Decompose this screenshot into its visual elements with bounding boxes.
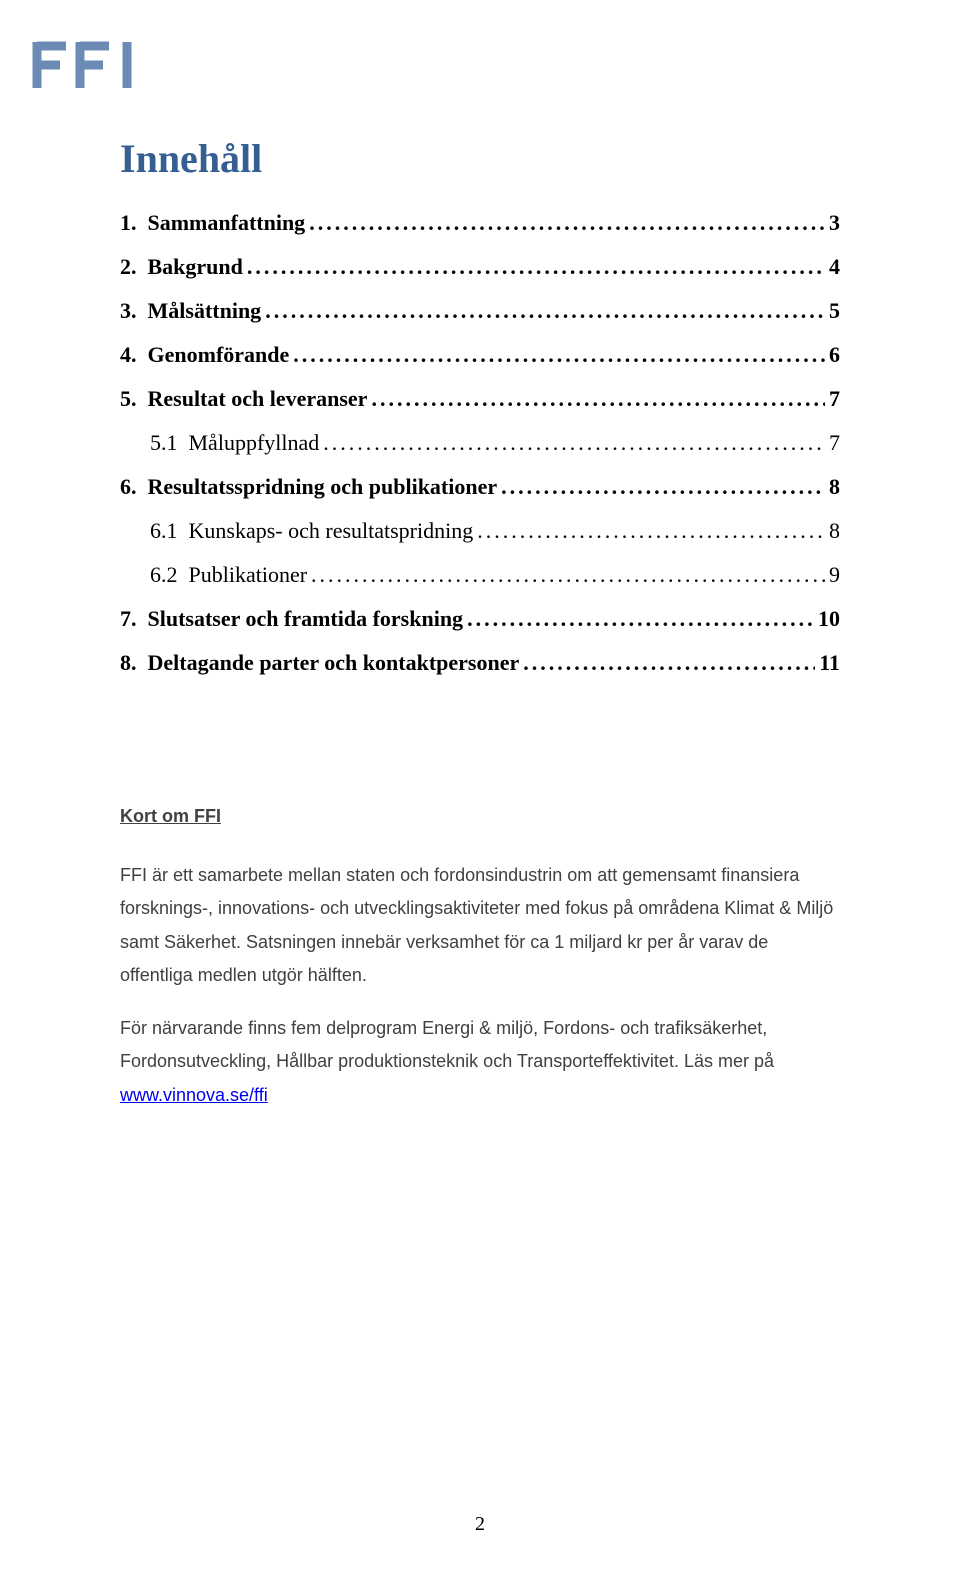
body-link[interactable]: www.vinnova.se/ffi xyxy=(120,1085,268,1105)
toc-title: Innehåll xyxy=(120,135,840,182)
toc-leader xyxy=(289,342,825,368)
toc-entry-label: Målsättning xyxy=(148,298,262,324)
toc-entry[interactable]: 1.Sammanfattning 3 xyxy=(120,210,840,236)
toc-entry-page: 11 xyxy=(815,650,840,676)
toc-entry-label: Resultat och leveranser xyxy=(148,386,368,412)
toc-entry[interactable]: 6.2Publikationer 9 xyxy=(150,562,840,588)
toc-leader xyxy=(473,518,825,544)
toc-leader xyxy=(261,298,825,324)
toc-entry[interactable]: 8.Deltagande parter och kontaktpersoner 1… xyxy=(120,650,840,676)
toc-entry-num: 6.2 xyxy=(150,562,189,588)
toc-leader xyxy=(305,210,825,236)
ffi-logo xyxy=(30,38,144,92)
toc-entry-num: 5. xyxy=(120,386,148,412)
toc-entry-page: 8 xyxy=(825,474,840,500)
toc-entry-num: 2. xyxy=(120,254,148,280)
body-para-1: FFI är ett samarbete mellan staten och f… xyxy=(120,859,840,992)
toc-leader xyxy=(497,474,825,500)
toc-leader xyxy=(367,386,825,412)
toc-entry-label: Deltagande parter och kontaktpersoner xyxy=(148,650,520,676)
toc-entry-num: 5.1 xyxy=(150,430,189,456)
body-para-2-text: För närvarande finns fem delprogram Ener… xyxy=(120,1018,774,1071)
toc-entry[interactable]: 3.Målsättning 5 xyxy=(120,298,840,324)
toc-entry[interactable]: 2.Bakgrund 4 xyxy=(120,254,840,280)
toc-entry-num: 3. xyxy=(120,298,148,324)
toc-entry-label: Genomförande xyxy=(148,342,290,368)
toc-entry-page: 5 xyxy=(825,298,840,324)
toc-entry-page: 3 xyxy=(825,210,840,236)
toc-entry-page: 8 xyxy=(825,518,840,544)
body-para-2: För närvarande finns fem delprogram Ener… xyxy=(120,1012,840,1112)
toc-entry-page: 9 xyxy=(825,562,840,588)
toc-entry-num: 7. xyxy=(120,606,148,632)
toc-entry-num: 1. xyxy=(120,210,148,236)
toc-entry-num: 6. xyxy=(120,474,148,500)
toc-entry-page: 4 xyxy=(825,254,840,280)
body-subheading: Kort om FFI xyxy=(120,806,840,827)
toc-entry-page: 7 xyxy=(825,430,840,456)
page-number: 2 xyxy=(0,1513,960,1536)
toc-entry-label: Kunskaps- och resultatspridning xyxy=(189,518,474,544)
toc-entry-page: 7 xyxy=(825,386,840,412)
toc-entry-page: 10 xyxy=(814,606,840,632)
toc-entry-page: 6 xyxy=(825,342,840,368)
toc-entry-label: Bakgrund xyxy=(148,254,243,280)
toc-entry[interactable]: 6.Resultatsspridning och publikationer 8 xyxy=(120,474,840,500)
body-block: Kort om FFI FFI är ett samarbete mellan … xyxy=(120,806,840,1112)
toc-leader xyxy=(463,606,814,632)
toc-entry-num: 6.1 xyxy=(150,518,189,544)
toc-leader xyxy=(319,430,825,456)
toc-entry-label: Sammanfattning xyxy=(148,210,306,236)
toc-entry-num: 4. xyxy=(120,342,148,368)
toc-leader xyxy=(307,562,825,588)
page-content: Innehåll 1.Sammanfattning32.Bakgrund43.M… xyxy=(120,135,840,1132)
toc-entries: 1.Sammanfattning 3 2.Bakgrund 4 3.Målsättnin… xyxy=(120,210,840,676)
toc-entry-num: 8. xyxy=(120,650,148,676)
toc-entry-label: Resultatsspridning och publikationer xyxy=(148,474,498,500)
toc-entry[interactable]: 7.Slutsatser och framtida forskning 10 xyxy=(120,606,840,632)
toc-entry[interactable]: 6.1Kunskaps- och resultatspridning 8 xyxy=(150,518,840,544)
toc-entry-label: Måluppfyllnad xyxy=(189,430,320,456)
toc-entry[interactable]: 5.1Måluppfyllnad 7 xyxy=(150,430,840,456)
toc-leader xyxy=(243,254,825,280)
toc-leader xyxy=(519,650,815,676)
toc-entry[interactable]: 5.Resultat och leveranser 7 xyxy=(120,386,840,412)
toc-entry-label: Slutsatser och framtida forskning xyxy=(148,606,464,632)
toc-entry-label: Publikationer xyxy=(189,562,308,588)
toc-entry[interactable]: 4.Genomförande 6 xyxy=(120,342,840,368)
